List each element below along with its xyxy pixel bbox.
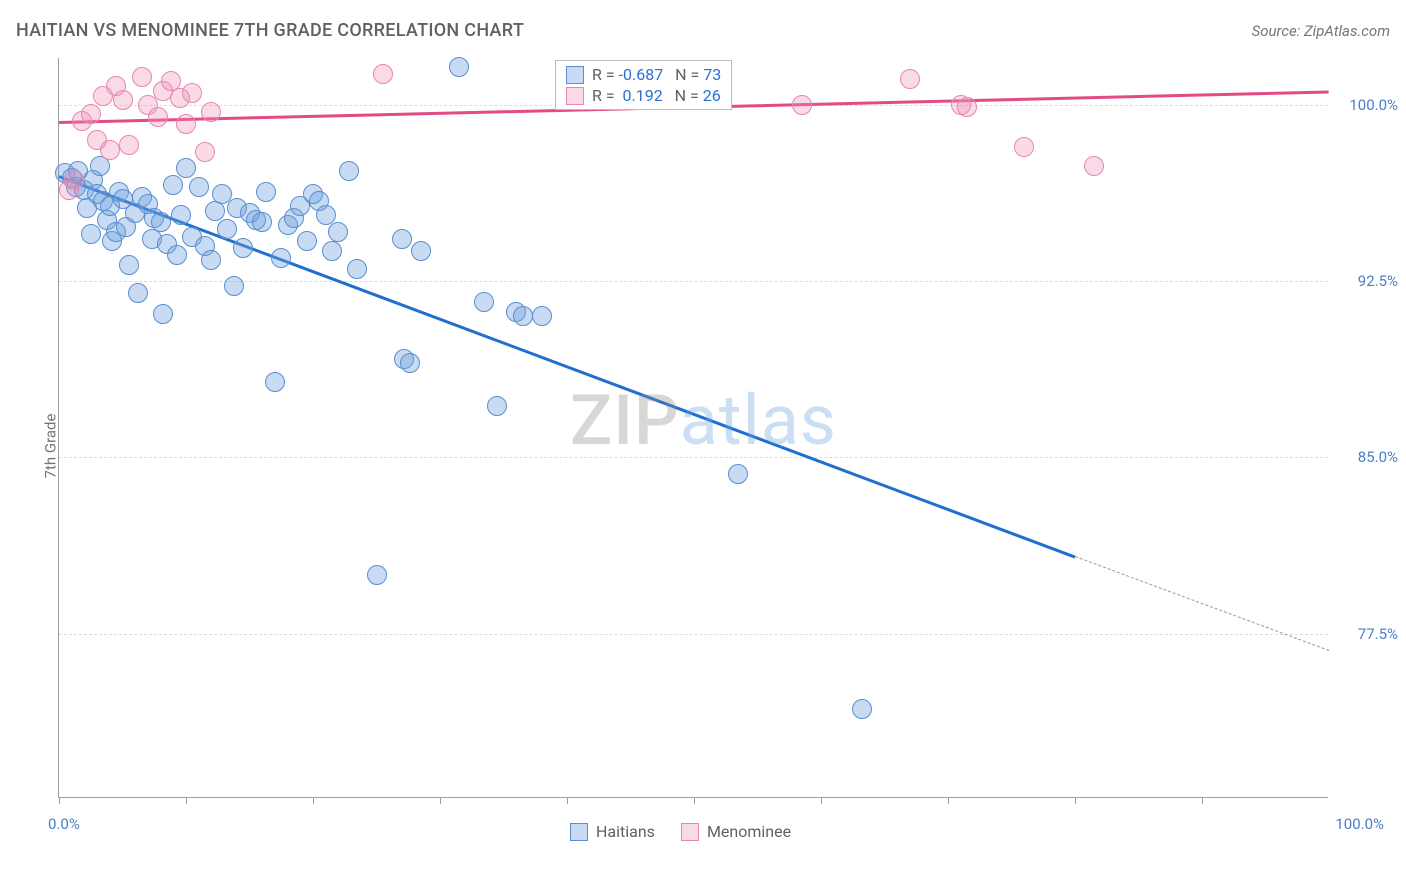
- trend-line: [59, 176, 1076, 559]
- y-tick-label: 92.5%: [1338, 272, 1398, 290]
- x-tick: [1202, 797, 1203, 804]
- data-point: [128, 283, 148, 303]
- data-point: [151, 212, 171, 232]
- data-point: [392, 229, 412, 249]
- data-point: [474, 292, 494, 312]
- legend-row: R = 0.192 N = 26: [566, 86, 721, 105]
- data-point: [81, 104, 101, 124]
- legend-item: Haitians: [570, 822, 655, 841]
- x-tick: [313, 797, 314, 804]
- data-point: [217, 219, 237, 239]
- x-tick: [186, 797, 187, 804]
- data-point: [148, 107, 168, 127]
- source-label: Source: ZipAtlas.com: [1252, 22, 1390, 40]
- legend-swatch: [566, 66, 584, 84]
- data-point: [297, 231, 317, 251]
- data-point: [171, 205, 191, 225]
- data-point: [81, 224, 101, 244]
- legend-label: Menominee: [707, 822, 791, 841]
- legend-text: R = 0.192 N = 26: [592, 86, 721, 105]
- data-point: [957, 97, 977, 117]
- data-point: [100, 140, 120, 160]
- x-tick: [821, 797, 822, 804]
- data-point: [201, 102, 221, 122]
- y-axis-label: 7th Grade: [41, 414, 59, 479]
- data-point: [265, 372, 285, 392]
- x-tick: [1075, 797, 1076, 804]
- x-tick: [948, 797, 949, 804]
- x-axis-max-label: 100.0%: [1335, 815, 1384, 833]
- data-point: [900, 69, 920, 89]
- x-tick: [567, 797, 568, 804]
- data-point: [728, 464, 748, 484]
- data-point: [322, 241, 342, 261]
- data-point: [64, 170, 84, 190]
- data-point: [113, 90, 133, 110]
- data-point: [163, 175, 183, 195]
- data-point: [792, 95, 812, 115]
- legend-swatch: [566, 87, 584, 105]
- data-point: [411, 241, 431, 261]
- x-tick: [694, 797, 695, 804]
- data-point: [271, 248, 291, 268]
- data-point: [119, 255, 139, 275]
- data-point: [1014, 137, 1034, 157]
- legend-row: R = -0.687 N = 73: [566, 65, 721, 84]
- data-point: [339, 161, 359, 181]
- data-point: [513, 306, 533, 326]
- trend-line: [1075, 556, 1329, 651]
- gridline: [59, 457, 1328, 458]
- y-tick-label: 100.0%: [1338, 96, 1398, 114]
- legend-swatch: [570, 823, 588, 841]
- data-point: [201, 250, 221, 270]
- data-point: [449, 57, 469, 77]
- data-point: [256, 182, 276, 202]
- data-point: [176, 158, 196, 178]
- data-point: [119, 135, 139, 155]
- data-point: [176, 114, 196, 134]
- data-point: [373, 64, 393, 84]
- legend-text: R = -0.687 N = 73: [592, 65, 721, 84]
- data-point: [132, 67, 152, 87]
- data-point: [167, 245, 187, 265]
- data-point: [252, 212, 272, 232]
- data-point: [487, 396, 507, 416]
- data-point: [182, 83, 202, 103]
- y-tick-label: 85.0%: [1338, 448, 1398, 466]
- data-point: [195, 142, 215, 162]
- data-point: [1084, 156, 1104, 176]
- data-point: [347, 259, 367, 279]
- x-tick: [440, 797, 441, 804]
- legend-swatch: [681, 823, 699, 841]
- x-axis-min-label: 0.0%: [48, 815, 80, 833]
- series-legend: Haitians Menominee: [570, 822, 791, 841]
- data-point: [224, 276, 244, 296]
- legend-item: Menominee: [681, 822, 791, 841]
- gridline: [59, 281, 1328, 282]
- chart-title: HAITIAN VS MENOMINEE 7TH GRADE CORRELATI…: [16, 20, 524, 41]
- data-point: [233, 238, 253, 258]
- correlation-legend: R = -0.687 N = 73 R = 0.192 N = 26: [555, 60, 732, 110]
- legend-label: Haitians: [596, 822, 655, 841]
- scatter-plot-area: 100.0%92.5%85.0%77.5%: [58, 58, 1328, 798]
- data-point: [400, 353, 420, 373]
- data-point: [328, 222, 348, 242]
- data-point: [532, 306, 552, 326]
- data-point: [189, 177, 209, 197]
- data-point: [852, 699, 872, 719]
- y-tick-label: 77.5%: [1338, 625, 1398, 643]
- data-point: [153, 304, 173, 324]
- gridline: [59, 634, 1328, 635]
- data-point: [367, 565, 387, 585]
- x-tick: [59, 797, 60, 804]
